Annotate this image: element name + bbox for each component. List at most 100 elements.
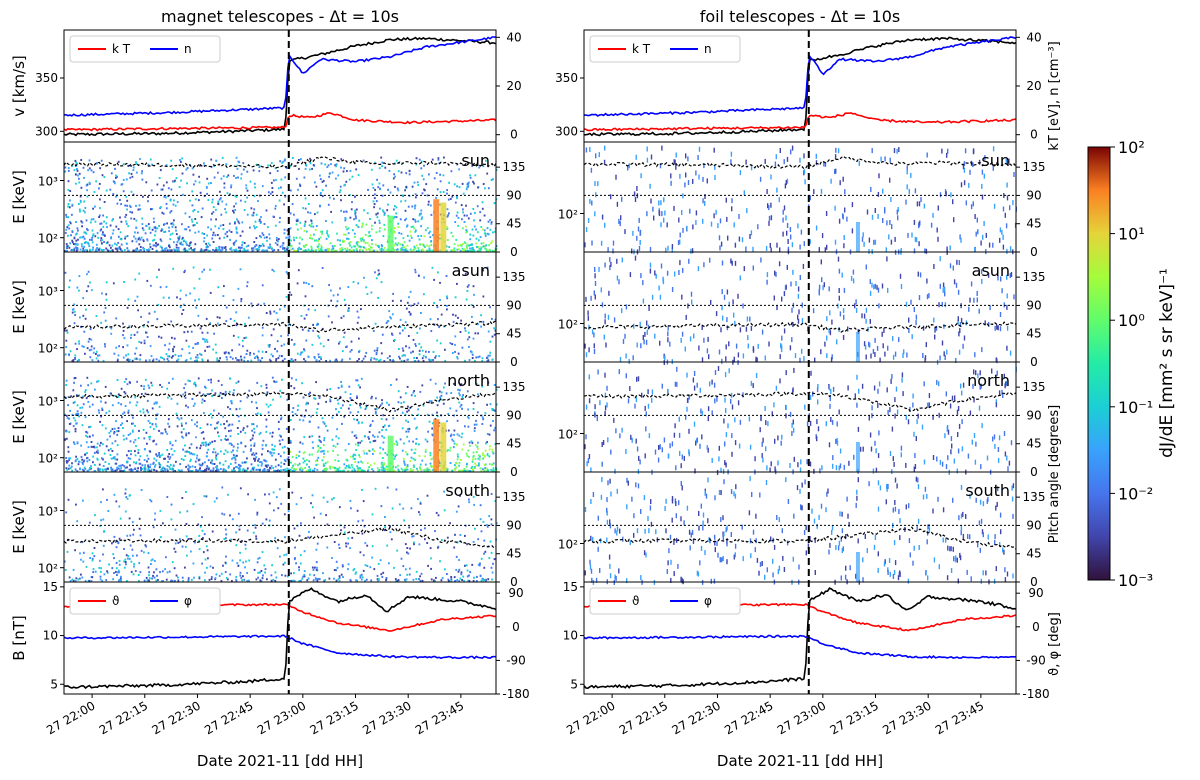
- spectrogram-pixel: [374, 193, 376, 195]
- spectrogram-pixel: [68, 286, 70, 288]
- spectrogram-pixel: [435, 383, 437, 385]
- spectrogram-pixel: [77, 170, 79, 172]
- spectrogram-pixel: [106, 412, 108, 414]
- spectrogram-pixel: [455, 569, 457, 571]
- spectrogram-pixel: [253, 208, 255, 210]
- spectrogram-pixel: [126, 438, 128, 440]
- spectrogram-pixel: [474, 463, 476, 465]
- spectrogram-pixel: [130, 206, 132, 208]
- spectrogram-pixel: [126, 466, 128, 468]
- spectrogram-pixel: [83, 403, 85, 405]
- spectrogram-pixel: [384, 452, 386, 454]
- spectrogram-pixel: [235, 544, 237, 546]
- spectrogram-pixel: [184, 445, 186, 447]
- spectrogram-pixel: [71, 214, 73, 216]
- spectrogram-pixel: [271, 455, 273, 457]
- spectrogram-pixel: [271, 465, 273, 467]
- spectrogram-pixel: [100, 401, 102, 403]
- spectrogram-pixel: [188, 346, 190, 348]
- spectrogram-pixel: [419, 350, 421, 352]
- spectrogram-pixel: [981, 184, 982, 189]
- spectrogram-pixel: [238, 247, 240, 249]
- spectrogram-pixel: [251, 248, 253, 250]
- spectrogram-pixel: [139, 410, 141, 412]
- spectrogram-pixel: [134, 450, 136, 452]
- spectrogram-pixel: [455, 315, 457, 317]
- spectrogram-pixel: [235, 311, 237, 313]
- spectrogram-pixel: [73, 580, 75, 582]
- spectrogram-pixel: [327, 339, 329, 341]
- spectrogram-pixel: [140, 455, 142, 457]
- spectrogram-pixel: [471, 440, 473, 442]
- spectrogram-pixel: [460, 534, 462, 536]
- spectrogram-pixel: [466, 299, 468, 301]
- spectrogram-pixel: [195, 461, 197, 463]
- spectrogram-pixel: [216, 458, 218, 460]
- spectrogram-pixel: [150, 345, 152, 347]
- spectrogram-pixel: [446, 189, 448, 191]
- spectrogram-pixel: [179, 298, 181, 300]
- spectrogram-pixel: [468, 284, 470, 286]
- spectrogram-pixel: [100, 237, 102, 239]
- spectrogram-pixel: [255, 453, 257, 455]
- tick-label: 10: [43, 629, 58, 643]
- spectrogram-pixel: [169, 458, 171, 460]
- spectrogram-pixel: [311, 168, 313, 170]
- spectrogram-pixel: [65, 354, 67, 356]
- spectrogram-pixel: [416, 427, 418, 429]
- spectrogram-pixel: [334, 245, 336, 247]
- spectrogram-pixel: [302, 207, 304, 209]
- spectrogram-pixel: [336, 233, 338, 235]
- spectrogram-pixel: [486, 357, 488, 359]
- spectrogram-pixel: [103, 241, 105, 243]
- spectrogram-pixel: [100, 442, 102, 444]
- spectrogram-pixel: [202, 530, 204, 532]
- spectrogram-pixel: [245, 445, 247, 447]
- spectrogram-pixel: [456, 462, 458, 464]
- spectrogram-pixel: [168, 453, 170, 455]
- tick-label: 90: [506, 408, 521, 422]
- spectrogram-pixel: [300, 554, 302, 556]
- spectrogram-pixel: [216, 427, 218, 429]
- spectrogram-pixel: [115, 226, 117, 228]
- spectrogram-pixel: [82, 315, 84, 317]
- spectrogram-pixel: [283, 452, 285, 454]
- spectrogram-pixel: [155, 443, 157, 445]
- spectrogram-pixel: [408, 296, 410, 298]
- spectrogram-pixel: [94, 464, 96, 466]
- spectrogram-pixel: [156, 426, 158, 428]
- spectrogram-pixel: [305, 208, 307, 210]
- spectrogram-pixel: [185, 405, 187, 407]
- spectrogram-pixel: [120, 576, 122, 578]
- spectrogram-pixel: [116, 562, 118, 564]
- spectrogram-pixel: [231, 402, 233, 404]
- spectrogram-pixel: [363, 570, 365, 572]
- spectrogram-pixel: [115, 440, 117, 442]
- spectrogram-pixel: [120, 579, 122, 581]
- spectrogram-pixel: [236, 359, 238, 361]
- spectrogram-pixel: [237, 427, 239, 429]
- spectrogram-pixel: [122, 464, 124, 466]
- spectrogram-pixel: [312, 494, 314, 496]
- spectrogram-pixel: [125, 467, 127, 469]
- spectrogram-pixel: [483, 183, 485, 185]
- spectrogram-pixel: [105, 293, 107, 295]
- spectrogram-pixel: [68, 499, 70, 501]
- spectrogram-pixel: [73, 417, 75, 419]
- spectrogram-pixel: [334, 459, 336, 461]
- spectrogram-pixel: [491, 493, 493, 495]
- spectrogram-pixel: [130, 450, 132, 452]
- spectrogram-pixel: [156, 455, 158, 457]
- spectrogram-pixel: [134, 468, 136, 470]
- spectrogram-pixel: [420, 346, 422, 348]
- spectrogram-pixel: [338, 544, 340, 546]
- spectrogram-pixel: [320, 513, 322, 515]
- spectrogram-pixel: [387, 487, 389, 489]
- spectrogram-pixel: [483, 321, 485, 323]
- spectrogram-pixel: [399, 503, 401, 505]
- spectrogram-pixel: [229, 424, 231, 426]
- spectrogram-pixel: [84, 467, 86, 469]
- spectrogram-pixel: [317, 240, 319, 242]
- spectrogram-pixel: [124, 337, 126, 339]
- spectrogram-pixel: [456, 215, 458, 217]
